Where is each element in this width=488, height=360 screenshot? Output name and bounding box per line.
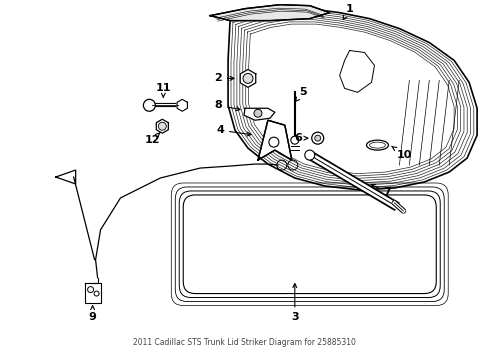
- Polygon shape: [84, 283, 101, 302]
- Circle shape: [290, 136, 298, 144]
- Circle shape: [143, 99, 155, 111]
- Circle shape: [311, 132, 323, 144]
- Polygon shape: [240, 69, 255, 87]
- Circle shape: [314, 135, 320, 141]
- Text: 6: 6: [293, 133, 307, 143]
- Text: 7: 7: [370, 184, 390, 197]
- Polygon shape: [56, 170, 76, 184]
- Circle shape: [253, 109, 262, 117]
- Text: 2: 2: [214, 73, 234, 84]
- Text: 5: 5: [294, 87, 306, 102]
- Polygon shape: [244, 108, 274, 120]
- Text: 2011 Cadillac STS Trunk Lid Striker Diagram for 25885310: 2011 Cadillac STS Trunk Lid Striker Diag…: [132, 338, 355, 347]
- Polygon shape: [156, 119, 168, 133]
- Text: 12: 12: [144, 132, 160, 145]
- Polygon shape: [177, 99, 187, 111]
- Polygon shape: [210, 5, 329, 21]
- Circle shape: [304, 150, 314, 160]
- Circle shape: [243, 73, 252, 84]
- Text: 4: 4: [216, 125, 250, 136]
- Text: 1: 1: [343, 4, 353, 19]
- Text: 9: 9: [88, 306, 96, 323]
- Circle shape: [158, 122, 166, 130]
- Circle shape: [268, 137, 278, 147]
- Text: 3: 3: [290, 284, 298, 323]
- Text: 8: 8: [214, 100, 240, 111]
- Text: 11: 11: [155, 84, 171, 97]
- Polygon shape: [258, 120, 291, 160]
- Ellipse shape: [366, 140, 387, 150]
- Text: 10: 10: [391, 146, 411, 160]
